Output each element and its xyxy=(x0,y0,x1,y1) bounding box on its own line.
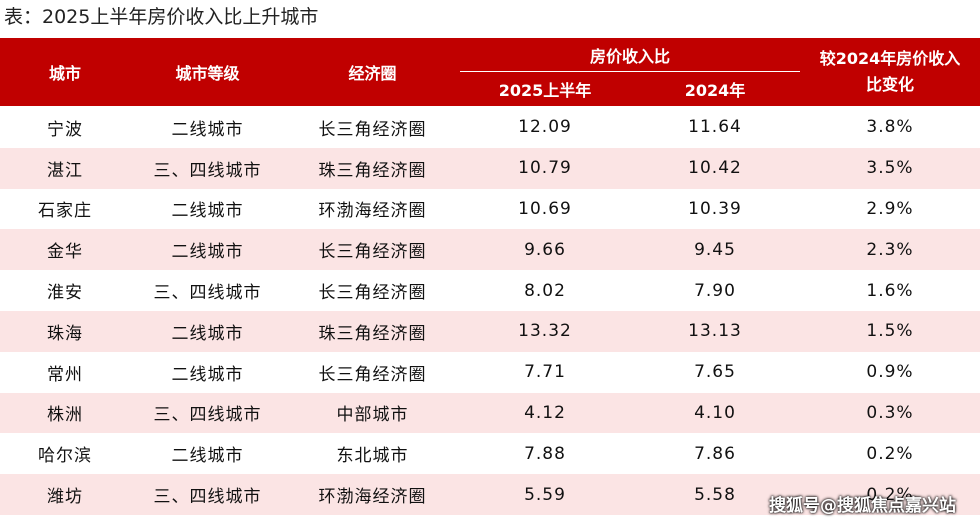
table-cell: 1.6% xyxy=(866,280,914,301)
table-cell: 5.58 xyxy=(694,484,736,505)
header-cell: 2024年 xyxy=(684,81,746,100)
table-cell: 10.39 xyxy=(688,198,742,219)
table-cell: 10.79 xyxy=(518,158,572,179)
table-cell: 淮安 xyxy=(47,283,83,304)
table-row: 宁波 二线城市 长三角经济圈 12.09 11.64 3.8% xyxy=(0,107,980,148)
table-cell: 13.13 xyxy=(688,321,742,342)
table-row: 淮安 三、四线城市 长三角经济圈 8.02 7.90 1.6% xyxy=(0,270,980,311)
table-row: 湛江 三、四线城市 珠三角经济圈 10.79 10.42 3.5% xyxy=(0,147,980,189)
table-cell: 环渤海经济圈 xyxy=(318,201,427,222)
table-cell: 长三角经济圈 xyxy=(318,242,427,263)
table-cell: 哈尔滨 xyxy=(38,446,92,467)
table-cell: 0.2% xyxy=(866,443,914,464)
table-cell: 湛江 xyxy=(47,160,83,181)
table-row: 潍坊 三、四线城市 环渤海经济圈 5.59 5.58 0.2% xyxy=(0,474,980,515)
table-cell: 7.65 xyxy=(694,362,736,383)
table-cell: 0.3% xyxy=(866,402,914,423)
header-cell: 城市 xyxy=(48,64,81,83)
table-cell: 三、四线城市 xyxy=(153,160,262,181)
table-row: 常州 二线城市 长三角经济圈 7.71 7.65 0.9% xyxy=(0,351,980,393)
table-cell: 0.2% xyxy=(866,484,914,505)
table-cell: 3.8% xyxy=(866,117,914,138)
table-cell: 7.71 xyxy=(524,362,566,383)
table-row: 株洲 三、四线城市 中部城市 4.12 4.10 0.3% xyxy=(0,392,980,434)
table-cell: 二线城市 xyxy=(171,201,244,222)
table-cell: 13.32 xyxy=(518,321,572,342)
table-cell: 11.64 xyxy=(688,117,742,138)
header: 城市 城市等级 经济圈 房价收入比 2025上半年 2024年 较2024年房价… xyxy=(0,38,980,106)
table-row: 石家庄 二线城市 环渤海经济圈 10.69 10.39 2.9% xyxy=(0,188,980,230)
table-cell: 长三角经济圈 xyxy=(318,283,427,304)
table-cell: 三、四线城市 xyxy=(153,405,262,426)
table-cell: 环渤海经济圈 xyxy=(318,487,427,508)
table-cell: 二线城市 xyxy=(171,119,244,140)
table-cell: 二线城市 xyxy=(171,242,244,263)
table-cell: 2.3% xyxy=(866,239,914,260)
table-cell: 珠三角经济圈 xyxy=(318,160,427,181)
table-cell: 12.09 xyxy=(518,117,572,138)
table-cell: 10.42 xyxy=(688,158,742,179)
table-cell: 8.02 xyxy=(524,280,566,301)
table-cell: 珠三角经济圈 xyxy=(318,323,427,344)
table-cell: 10.69 xyxy=(518,198,572,219)
table-cell: 二线城市 xyxy=(171,364,244,385)
table-cell: 金华 xyxy=(47,242,83,263)
header-cell: 较2024年房价收入比变化 xyxy=(819,49,961,94)
table-cell: 三、四线城市 xyxy=(153,487,262,508)
table-cell: 东北城市 xyxy=(336,446,409,467)
table-cell: 宁波 xyxy=(47,119,83,140)
table-cell: 7.88 xyxy=(524,443,566,464)
table-cell: 7.86 xyxy=(694,443,736,464)
header-cell: 城市等级 xyxy=(175,64,240,83)
title: 表：2025上半年房价收入比上升城市 xyxy=(4,6,319,28)
table-cell: 4.12 xyxy=(524,402,566,423)
watermark: 搜狐号@搜狐焦点嘉兴站 xyxy=(769,496,956,516)
table-cell: 4.10 xyxy=(694,402,736,423)
table-cell: 2.9% xyxy=(866,198,914,219)
table-cell: 5.59 xyxy=(524,484,566,505)
header-cell: 房价收入比 xyxy=(589,47,670,66)
table-row: 珠海 二线城市 珠三角经济圈 13.32 13.13 1.5% xyxy=(0,311,980,352)
table-row: 金华 二线城市 长三角经济圈 9.66 9.45 2.3% xyxy=(0,229,980,271)
table-cell: 长三角经济圈 xyxy=(318,364,427,385)
table-cell: 石家庄 xyxy=(38,201,92,222)
table-cell: 二线城市 xyxy=(171,323,244,344)
table-cell: 二线城市 xyxy=(171,446,244,467)
table-cell: 长三角经济圈 xyxy=(318,119,427,140)
table-cell: 3.5% xyxy=(866,158,914,179)
divider xyxy=(460,71,800,72)
table-cell: 中部城市 xyxy=(336,405,409,426)
table-cell: 7.90 xyxy=(694,280,736,301)
table-row: 哈尔滨 二线城市 东北城市 7.88 7.86 0.2% xyxy=(0,433,980,475)
table-cell: 1.5% xyxy=(866,321,914,342)
table-cell: 9.45 xyxy=(694,239,736,260)
table-cell: 9.66 xyxy=(524,239,566,260)
table-cell: 0.9% xyxy=(866,362,914,383)
table-cell: 三、四线城市 xyxy=(153,283,262,304)
table-cell: 潍坊 xyxy=(47,487,83,508)
header-cell: 2025上半年 xyxy=(498,81,592,100)
header-cell: 经济圈 xyxy=(348,64,397,83)
table-cell: 株洲 xyxy=(47,405,83,426)
table-cell: 珠海 xyxy=(47,323,83,344)
table-cell: 常州 xyxy=(47,364,83,385)
